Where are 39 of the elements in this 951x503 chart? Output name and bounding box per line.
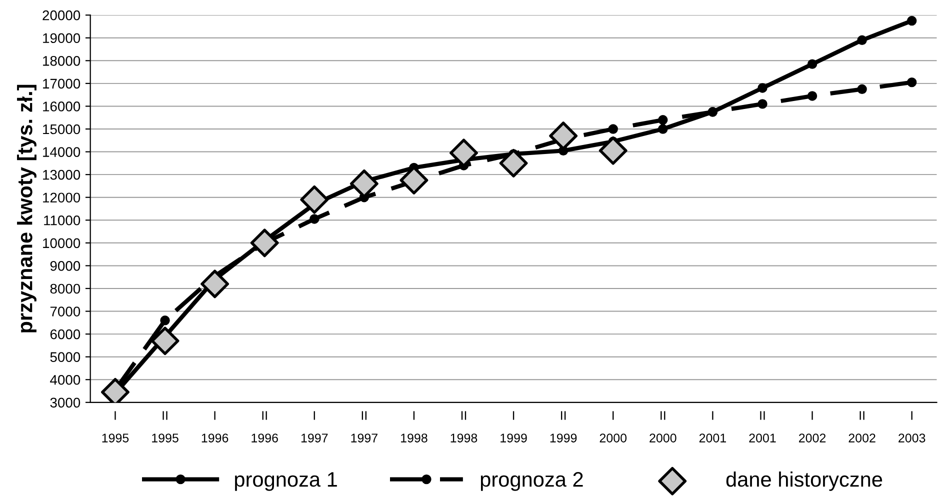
- y-tick-label: 3000: [50, 398, 80, 408]
- y-tick-label: 5000: [50, 352, 80, 362]
- x-tick-label: II 2001: [749, 411, 776, 442]
- y-tick-label: 13000: [43, 170, 80, 180]
- y-tick-label: 19000: [43, 33, 80, 44]
- x-tick-label: I 1995: [102, 411, 129, 442]
- x-tick-label: II 2000: [650, 411, 676, 442]
- y-tick-label: 11000: [44, 215, 80, 226]
- x-tick-label: I 1997: [301, 411, 328, 442]
- x-tick-label: II 1995: [152, 411, 178, 442]
- x-tick-label: II 1998: [450, 411, 478, 442]
- y-tick-label: 20000: [42, 10, 80, 20]
- x-tick-label: II 2002: [848, 411, 876, 442]
- x-tick-label: II 1997: [351, 411, 378, 442]
- y-axis-title: przyznane kwoty [tys. zł.]: [17, 84, 36, 332]
- y-tick-label: 9000: [50, 261, 80, 271]
- y-tick-label: 18000: [43, 56, 80, 66]
- x-tick-label: I 2002: [798, 411, 826, 442]
- x-tick-label: I 1998: [401, 411, 428, 442]
- x-tick-label: I 1999: [500, 411, 527, 442]
- y-tick-label: 15000: [43, 124, 80, 134]
- y-tick-label: 12000: [43, 192, 80, 203]
- y-tick-label: 8000: [50, 284, 80, 294]
- x-tick-label: II 1996: [252, 411, 278, 442]
- legend-label: dane historyczne: [726, 472, 882, 491]
- y-tick-label: 17000: [43, 78, 80, 89]
- y-tick-label: 7000: [50, 306, 80, 316]
- x-tick-label: II 1999: [550, 411, 577, 442]
- x-tick-label: I 1996: [202, 411, 228, 442]
- y-tick-label: 14000: [43, 147, 80, 157]
- y-tick-label: 4000: [50, 374, 80, 385]
- y-tick-label: 6000: [50, 329, 80, 340]
- legend-label: prognoza 1: [235, 472, 337, 491]
- legend-label: prognoza 2: [480, 472, 583, 491]
- y-tick-label: 16000: [43, 102, 80, 112]
- x-tick-label: I 2003: [898, 411, 926, 442]
- y-tick-label: 10000: [43, 238, 80, 248]
- x-tick-label: I 2000: [600, 411, 627, 442]
- x-tick-label: I 2001: [699, 411, 726, 442]
